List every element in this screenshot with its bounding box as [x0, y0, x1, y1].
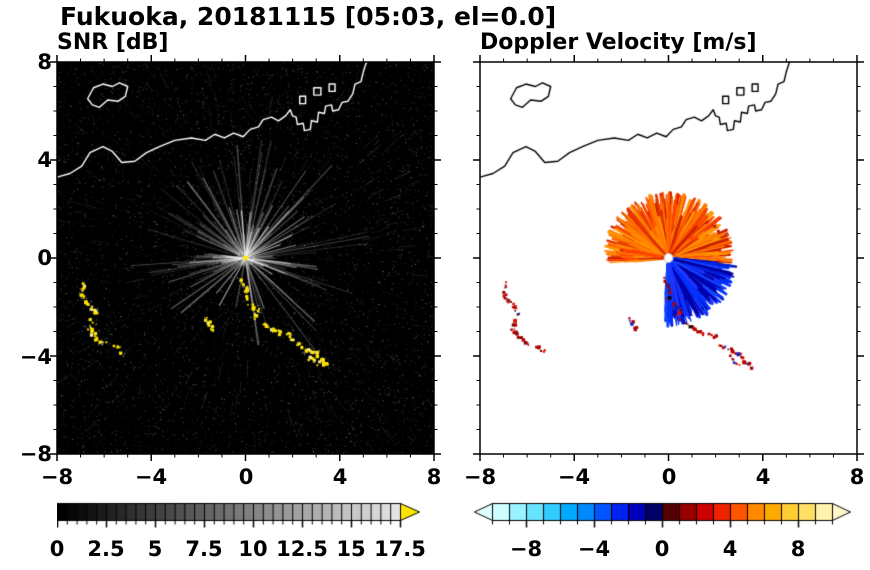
x-tick-label: 4 — [332, 465, 348, 489]
x-tick-label: −4 — [557, 465, 591, 489]
velocity-colorbar — [472, 502, 857, 532]
y-tick-label: 0 — [37, 246, 52, 270]
velocity-heatmap-canvas — [480, 62, 857, 454]
colorbar-tick-label: 2.5 — [87, 537, 125, 561]
colorbar-tick-label: 15 — [336, 537, 366, 561]
x-tick-label: 4 — [755, 465, 771, 489]
colorbar-tick-label: 12.5 — [276, 537, 328, 561]
velocity-panel-title: Doppler Velocity [m/s] — [480, 30, 757, 55]
colorbar-tick-label: 10 — [238, 537, 268, 561]
y-tick-label: 8 — [37, 50, 52, 74]
velocity-plot — [473, 55, 864, 461]
colorbar-tick-label: 4 — [722, 537, 738, 561]
snr-panel-title: SNR [dB] — [57, 30, 169, 55]
snr-plot — [50, 55, 441, 461]
x-tick-label: −8 — [463, 465, 497, 489]
colorbar-tick-label: −4 — [577, 537, 611, 561]
x-tick-label: 0 — [661, 465, 677, 489]
snr-heatmap-canvas — [57, 62, 434, 454]
y-tick-label: −8 — [19, 442, 52, 466]
colorbar-tick-label: 5 — [147, 537, 163, 561]
colorbar-tick-label: 0 — [654, 537, 670, 561]
colorbar-tick-label: −8 — [509, 537, 543, 561]
x-tick-label: 8 — [849, 465, 865, 489]
colorbar-tick-label: 7.5 — [185, 537, 223, 561]
x-tick-label: −8 — [40, 465, 74, 489]
y-tick-label: −4 — [19, 345, 52, 369]
snr-colorbar — [57, 502, 434, 532]
x-tick-label: −4 — [134, 465, 168, 489]
x-tick-label: 0 — [238, 465, 254, 489]
colorbar-tick-label: 8 — [790, 537, 806, 561]
figure-title: Fukuoka, 20181115 [05:03, el=0.0] — [60, 2, 557, 31]
x-tick-label: 8 — [426, 465, 442, 489]
colorbar-tick-label: 0 — [49, 537, 65, 561]
colorbar-tick-label: 17.5 — [374, 537, 426, 561]
y-tick-label: 4 — [37, 148, 52, 172]
